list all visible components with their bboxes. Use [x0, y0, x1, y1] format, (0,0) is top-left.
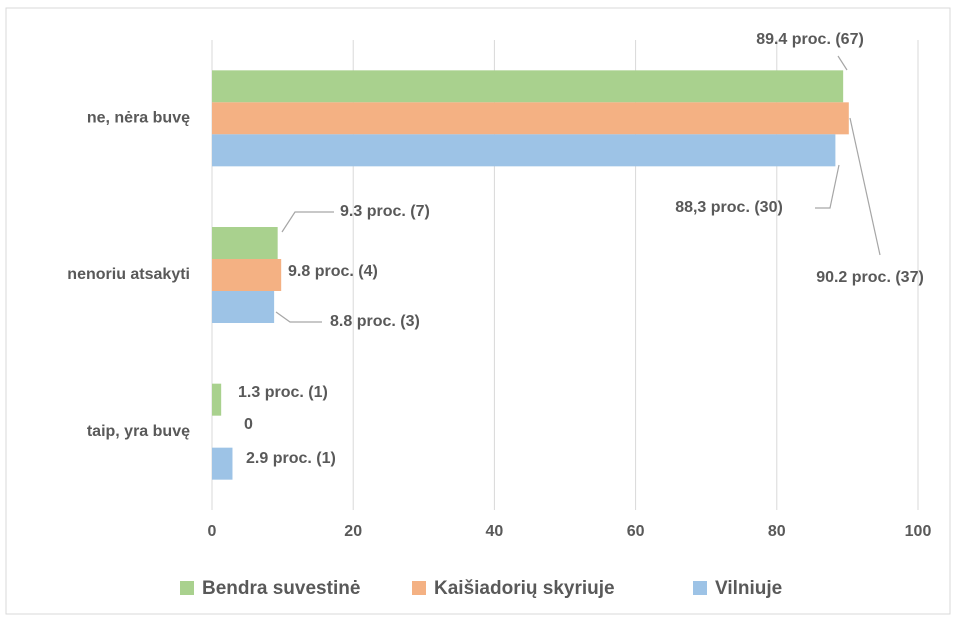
bar [212, 447, 233, 480]
data-label: 1.3 proc. (1) [238, 384, 328, 401]
x-tick-label: 80 [768, 523, 786, 540]
bar [212, 291, 275, 323]
bar [212, 134, 836, 167]
data-label: 88,3 proc. (30) [675, 199, 783, 216]
legend-label: Vilniuje [715, 578, 782, 599]
legend-swatch [180, 581, 194, 595]
data-label: 90.2 proc. (37) [816, 269, 924, 286]
leader-line [849, 117, 881, 256]
leader-line [275, 311, 322, 323]
data-label: 2.9 proc. (1) [246, 450, 336, 467]
bar [212, 70, 844, 103]
bar [212, 227, 278, 259]
y-tick-label: taip, yra buvę [87, 423, 190, 440]
leader-line [837, 55, 848, 71]
y-tick-label: nenoriu atsakyti [67, 266, 190, 283]
x-tick-label: 100 [905, 523, 932, 540]
data-label: 9.3 proc. (7) [340, 203, 430, 220]
leader-line [281, 211, 334, 233]
bar [212, 383, 222, 416]
data-label: 0 [244, 416, 253, 433]
legend-swatch [412, 581, 426, 595]
bar [212, 259, 282, 291]
legend-label: Bendra suvestinė [202, 578, 360, 599]
x-tick-label: 0 [208, 523, 217, 540]
data-label: 8.8 proc. (3) [330, 313, 420, 330]
data-label: 89.4 proc. (67) [756, 31, 864, 48]
x-tick-label: 20 [344, 523, 362, 540]
bar [212, 102, 849, 135]
x-tick-label: 40 [486, 523, 504, 540]
legend-label: Kaišiadorių skyriuje [434, 578, 615, 599]
leader-line [815, 164, 840, 209]
data-label: 9.8 proc. (4) [288, 263, 378, 280]
legend-swatch [693, 581, 707, 595]
y-tick-label: ne, nėra buvę [87, 110, 190, 127]
x-tick-label: 60 [627, 523, 645, 540]
